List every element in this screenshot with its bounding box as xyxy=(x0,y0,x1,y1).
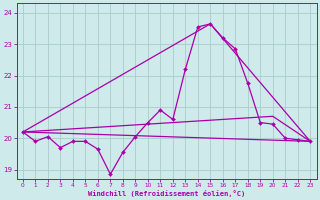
X-axis label: Windchill (Refroidissement éolien,°C): Windchill (Refroidissement éolien,°C) xyxy=(88,190,245,197)
